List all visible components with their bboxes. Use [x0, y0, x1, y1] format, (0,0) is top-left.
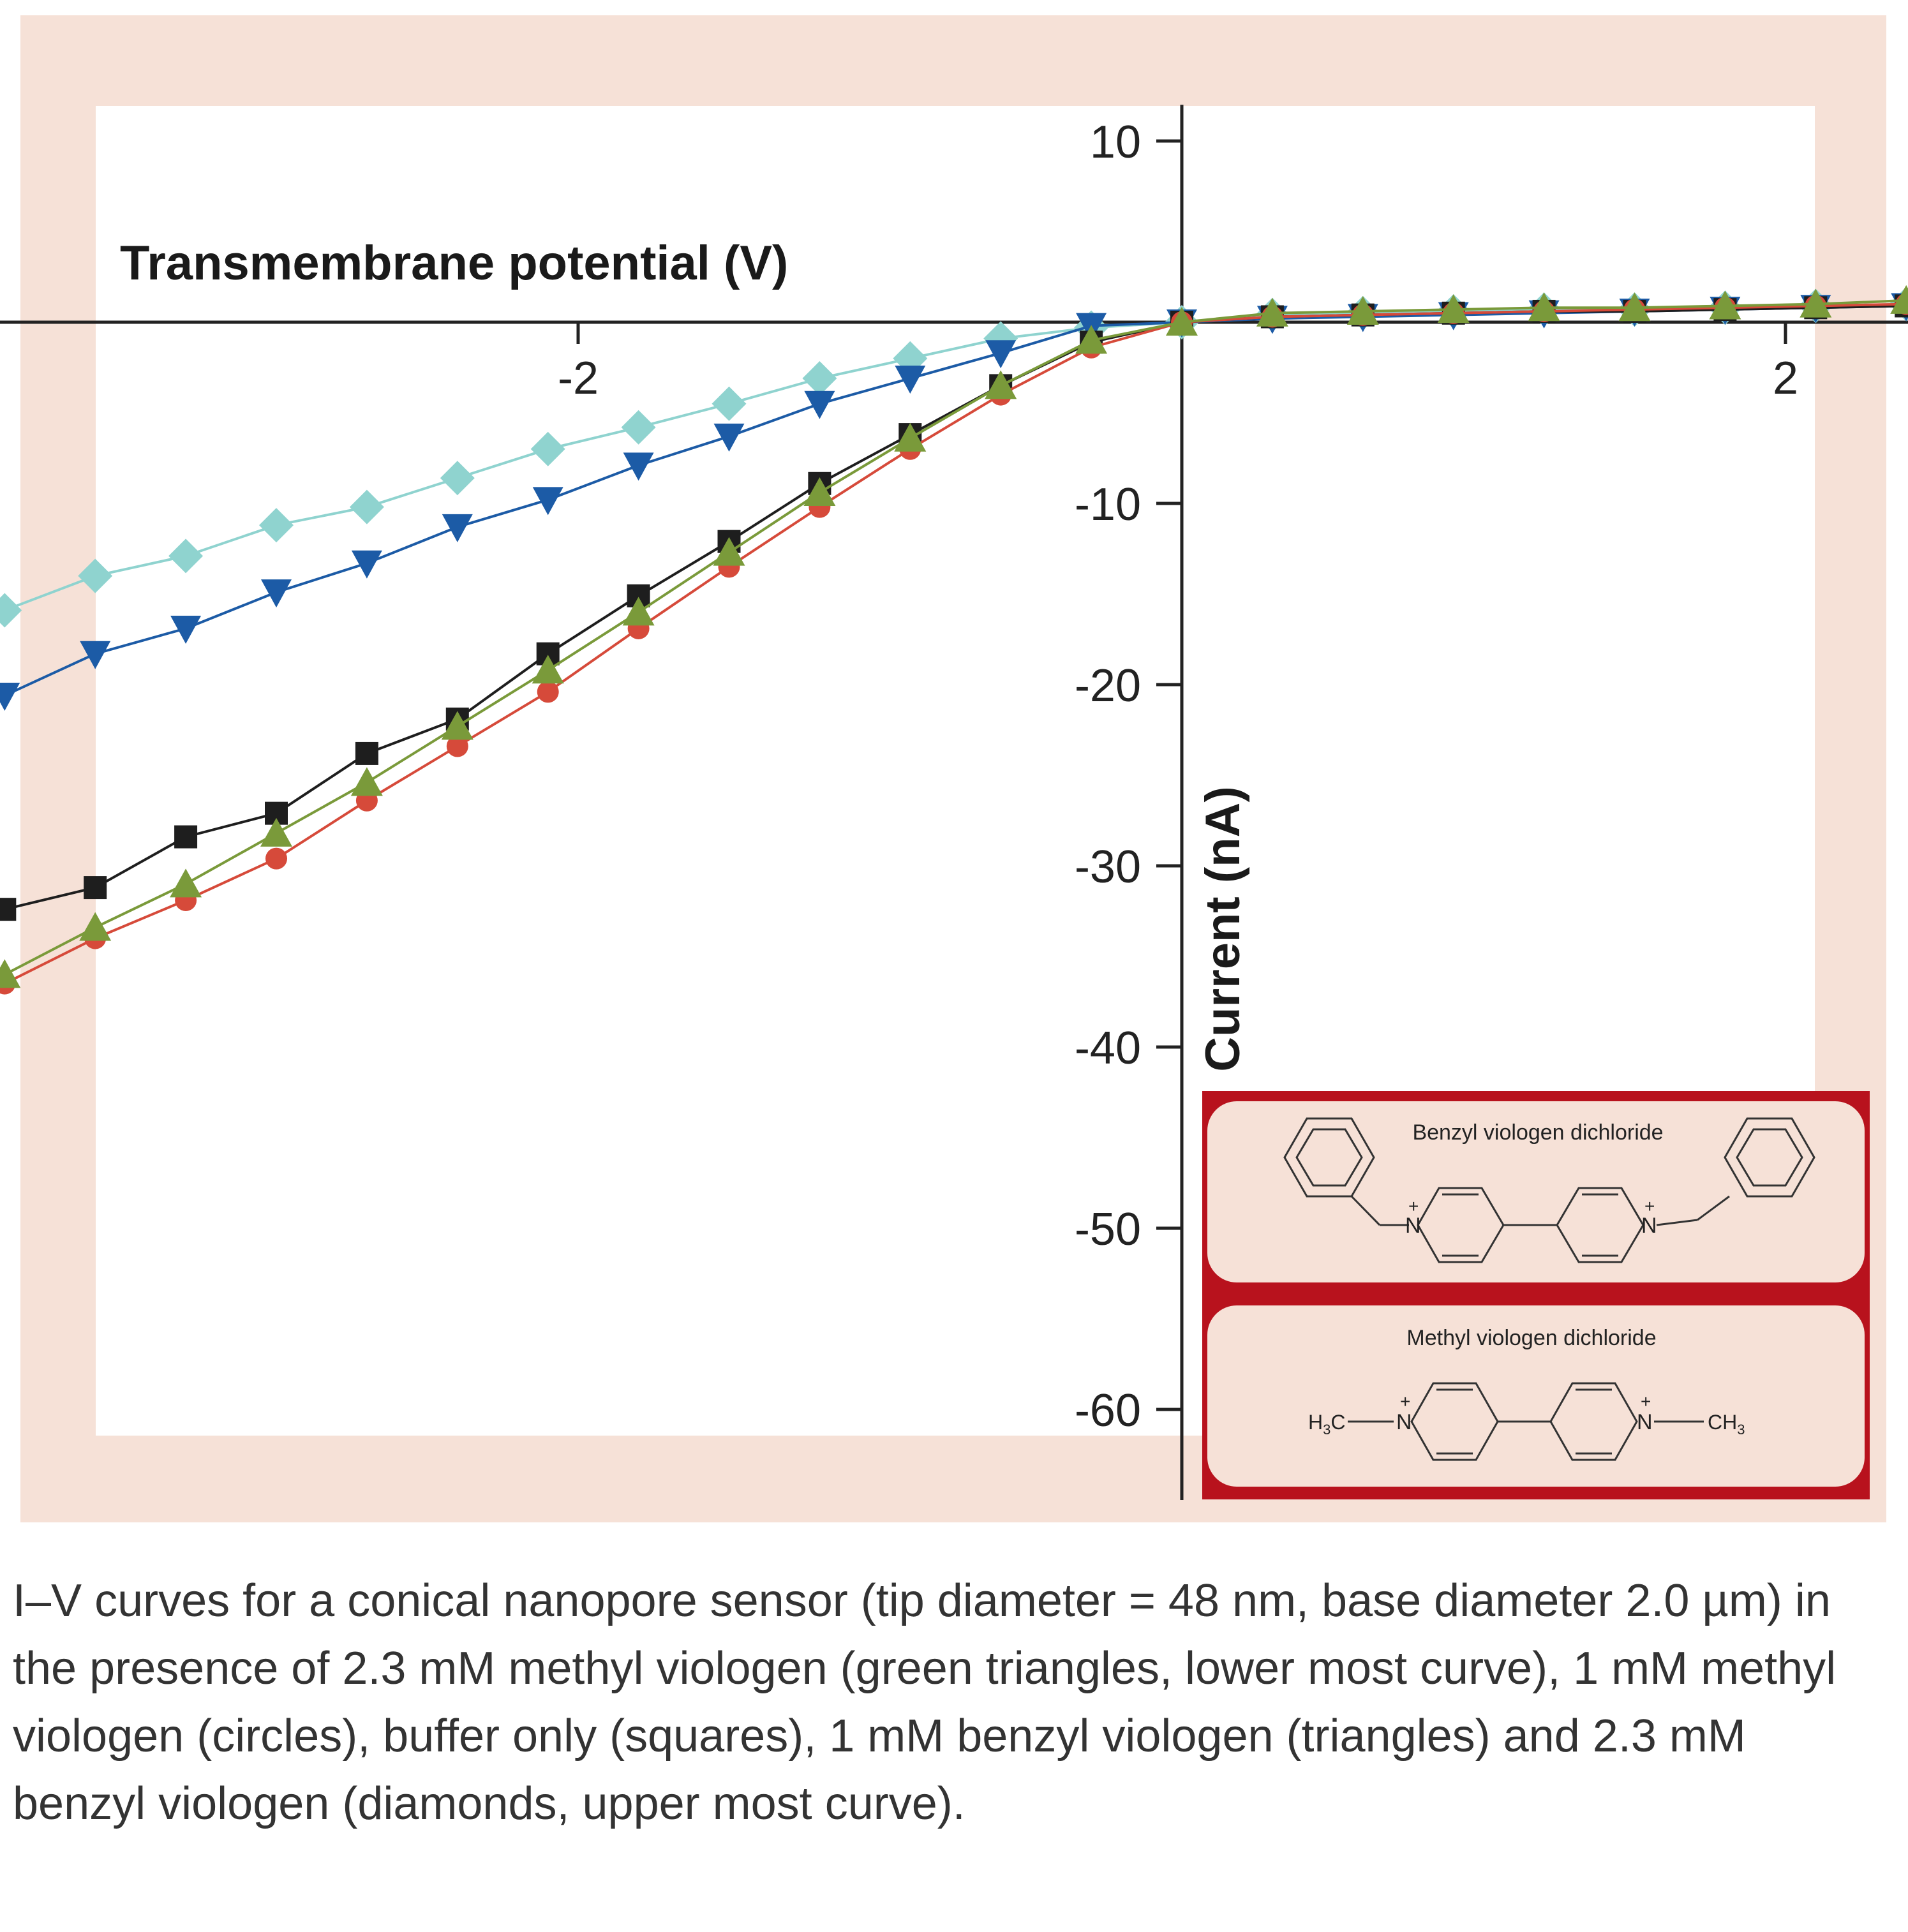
data-point [260, 817, 292, 847]
methyl-right-group: CH3 [1708, 1411, 1745, 1438]
data-point [802, 361, 837, 396]
methyl-n-left: N [1396, 1410, 1412, 1434]
data-point [0, 683, 20, 711]
y-axis-title: Current (nA) [1196, 786, 1250, 1072]
methyl-title: Methyl viologen dichloride [1406, 1326, 1656, 1350]
data-point [537, 681, 559, 703]
data-point [84, 876, 107, 900]
iv-chart: -6-4-224 10-10-20-30-40-50-60 Transmembr… [0, 105, 1908, 1500]
benzyl-plus-right: + [1644, 1196, 1655, 1216]
x-tick-label: -2 [558, 353, 599, 404]
data-point [1166, 307, 1198, 336]
data-point [168, 539, 204, 574]
data-point [265, 847, 287, 870]
structure-inset: Benzyl viologen dichloride Methyl violog… [1202, 1091, 1870, 1499]
y-tick-label: -60 [1075, 1385, 1141, 1436]
data-point [985, 370, 1017, 399]
data-point [1618, 292, 1651, 322]
methyl-viologen-structure-icon [1348, 1382, 1704, 1461]
data-point [170, 615, 202, 644]
methyl-box [1207, 1305, 1865, 1487]
data-point [79, 912, 112, 941]
y-tick-label: -40 [1075, 1023, 1141, 1074]
series-layer [0, 285, 1908, 995]
benzyl-title: Benzyl viologen dichloride [1412, 1120, 1663, 1145]
data-point [1890, 285, 1908, 314]
data-point [442, 514, 473, 542]
x-tick-label: 2 [1773, 353, 1798, 404]
x-axis-title: Transmembrane potential (V) [120, 236, 788, 290]
benzyl-box [1207, 1101, 1865, 1282]
data-point [1437, 294, 1470, 323]
data-point [80, 641, 111, 669]
data-point [1709, 290, 1741, 320]
data-point [1075, 325, 1108, 354]
data-point [0, 593, 22, 628]
data-point [532, 487, 563, 516]
benzyl-n-right: N [1641, 1214, 1657, 1238]
data-point [261, 579, 292, 608]
data-point [985, 340, 1017, 369]
data-point [712, 386, 747, 421]
data-point [0, 959, 21, 988]
methyl-plus-left: + [1400, 1392, 1410, 1411]
data-point [351, 550, 382, 579]
data-point [1528, 292, 1560, 322]
data-point [623, 452, 654, 481]
data-point [350, 767, 383, 796]
data-point [1800, 288, 1832, 318]
benzyl-plus-left: + [1408, 1196, 1419, 1216]
data-point [1346, 295, 1379, 325]
data-point [170, 868, 202, 898]
data-point [78, 558, 113, 593]
data-point [440, 461, 475, 496]
data-point [349, 489, 384, 524]
data-point [713, 537, 745, 566]
data-point [446, 735, 468, 757]
data-point [259, 508, 294, 543]
y-tick-label: -10 [1075, 479, 1141, 530]
data-point [174, 825, 198, 849]
methyl-left-group: H3C [1308, 1411, 1345, 1438]
data-point [622, 597, 655, 626]
data-point [532, 655, 564, 684]
data-point [895, 366, 926, 394]
data-point [0, 898, 17, 921]
y-tick-label: -30 [1075, 842, 1141, 893]
y-tick-label: -50 [1075, 1204, 1141, 1255]
methyl-plus-right: + [1641, 1392, 1651, 1411]
figure-caption: I–V curves for a conical nanopore sensor… [13, 1575, 1837, 1829]
data-point [530, 431, 565, 466]
y-ticks: 10 -10 -20 -30 -40 -50 -60 [1075, 117, 1182, 1436]
benzyl-n-left: N [1405, 1214, 1421, 1238]
data-point [894, 422, 927, 452]
data-point [621, 410, 656, 445]
data-point [804, 390, 835, 419]
data-point [803, 477, 836, 506]
x-ticks: -6-4-224 [558, 322, 1798, 404]
benzyl-viologen-structure-icon [1283, 1117, 1815, 1263]
series-triangle-up [0, 285, 1908, 988]
y-tick-label: 10 [1090, 117, 1141, 168]
data-point [1256, 297, 1288, 327]
data-point [713, 423, 745, 452]
y-tick-label: -20 [1075, 660, 1141, 711]
data-point [441, 711, 473, 740]
methyl-n-right: N [1637, 1410, 1653, 1434]
data-point [355, 741, 378, 765]
